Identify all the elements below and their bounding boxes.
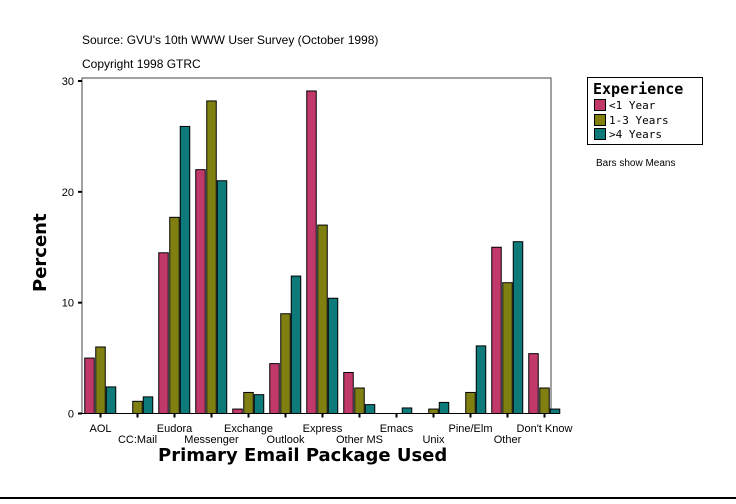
bar [428,408,439,415]
bar [142,396,154,414]
bar [158,252,169,414]
x-tick-label: Other MS [336,434,383,446]
copyright-text: Copyright 1998 GTRC [82,57,201,71]
bar [179,125,191,414]
bar [327,297,339,415]
x-tick-label: Unix [422,434,445,446]
bar [95,346,106,414]
bar [465,391,476,415]
bar [354,387,365,414]
x-tick-label: Outlook [267,434,305,446]
bar [206,100,217,414]
bar [401,407,413,415]
note-text: Bars show Means [596,158,676,169]
x-tick-label: Other [494,434,522,446]
bar [105,386,117,414]
source-text: Source: GVU's 10th WWW User Survey (Octo… [82,33,379,47]
x-tick-label: Exchange [224,423,273,435]
bottom-divider [0,497,736,499]
bar [306,90,317,414]
bar [169,216,180,414]
bar [132,400,143,414]
x-tick-label: Messenger [184,434,239,446]
legend-swatch [594,128,606,140]
x-axis-label: Primary Email Package Used [158,445,448,466]
legend-swatch [594,114,606,126]
bar [343,371,354,415]
x-tick-label: Eudora [157,423,193,435]
bar [491,246,502,414]
bar [269,363,280,414]
x-tick-label: AOL [89,423,111,435]
bar [528,353,539,414]
legend-label: >4 Years [609,128,662,141]
bar [84,357,95,415]
bar [280,313,291,414]
bar [290,275,302,415]
legend-swatch [594,99,606,111]
bar [502,282,513,415]
y-tick-label: 0 [68,409,74,421]
bar [539,387,550,414]
y-axis-label: Percent [30,213,51,292]
bar [317,224,328,414]
y-tick-label: 10 [62,298,74,310]
legend-item: 1-3 Years [594,114,669,127]
bar [253,394,265,414]
legend: Experience <1 Year 1-3 Years >4 Years [587,77,703,145]
x-tick-label: Don't Know [517,423,573,435]
bar [195,169,206,414]
y-tick-label: 30 [62,76,74,88]
bar [232,408,243,415]
x-tick-label: CC:Mail [118,434,157,446]
legend-label: <1 Year [609,99,656,112]
legend-label: 1-3 Years [609,114,669,127]
bar [364,404,376,414]
bar [512,241,524,414]
bar [243,391,254,415]
legend-title: Experience [593,80,684,98]
legend-item: >4 Years [594,128,662,141]
x-tick-label: Emacs [380,423,414,435]
y-tick-label: 20 [62,187,74,199]
x-tick-label: Pine/Elm [448,423,492,435]
x-tick-label: Express [303,423,343,435]
bar [475,345,487,414]
bar [216,180,228,414]
bar [438,401,450,414]
legend-item: <1 Year [594,99,655,112]
bar [549,408,561,415]
